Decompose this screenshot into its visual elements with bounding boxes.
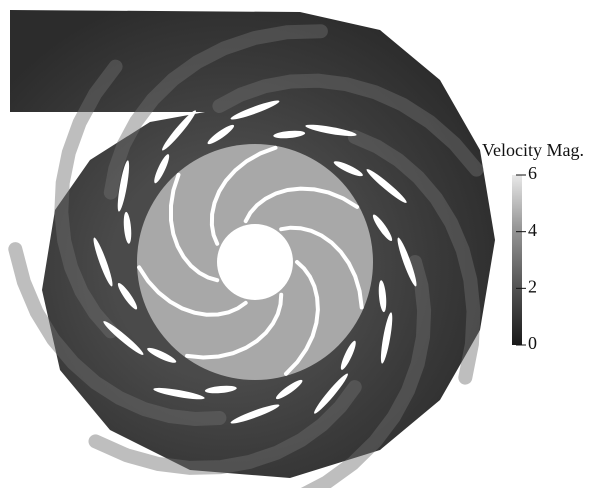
colorbar-tick-label: 2 — [528, 276, 537, 296]
colorbar-tick-label: 0 — [528, 333, 537, 353]
colorbar-title: Velocity Mag. — [482, 140, 584, 160]
colorbar-tick-label: 4 — [528, 220, 537, 240]
hub — [217, 224, 293, 300]
figure: Velocity Mag. 0 2 4 6 — [0, 0, 601, 488]
colorbar-tick-label: 6 — [528, 163, 537, 183]
colorbar — [512, 175, 522, 345]
